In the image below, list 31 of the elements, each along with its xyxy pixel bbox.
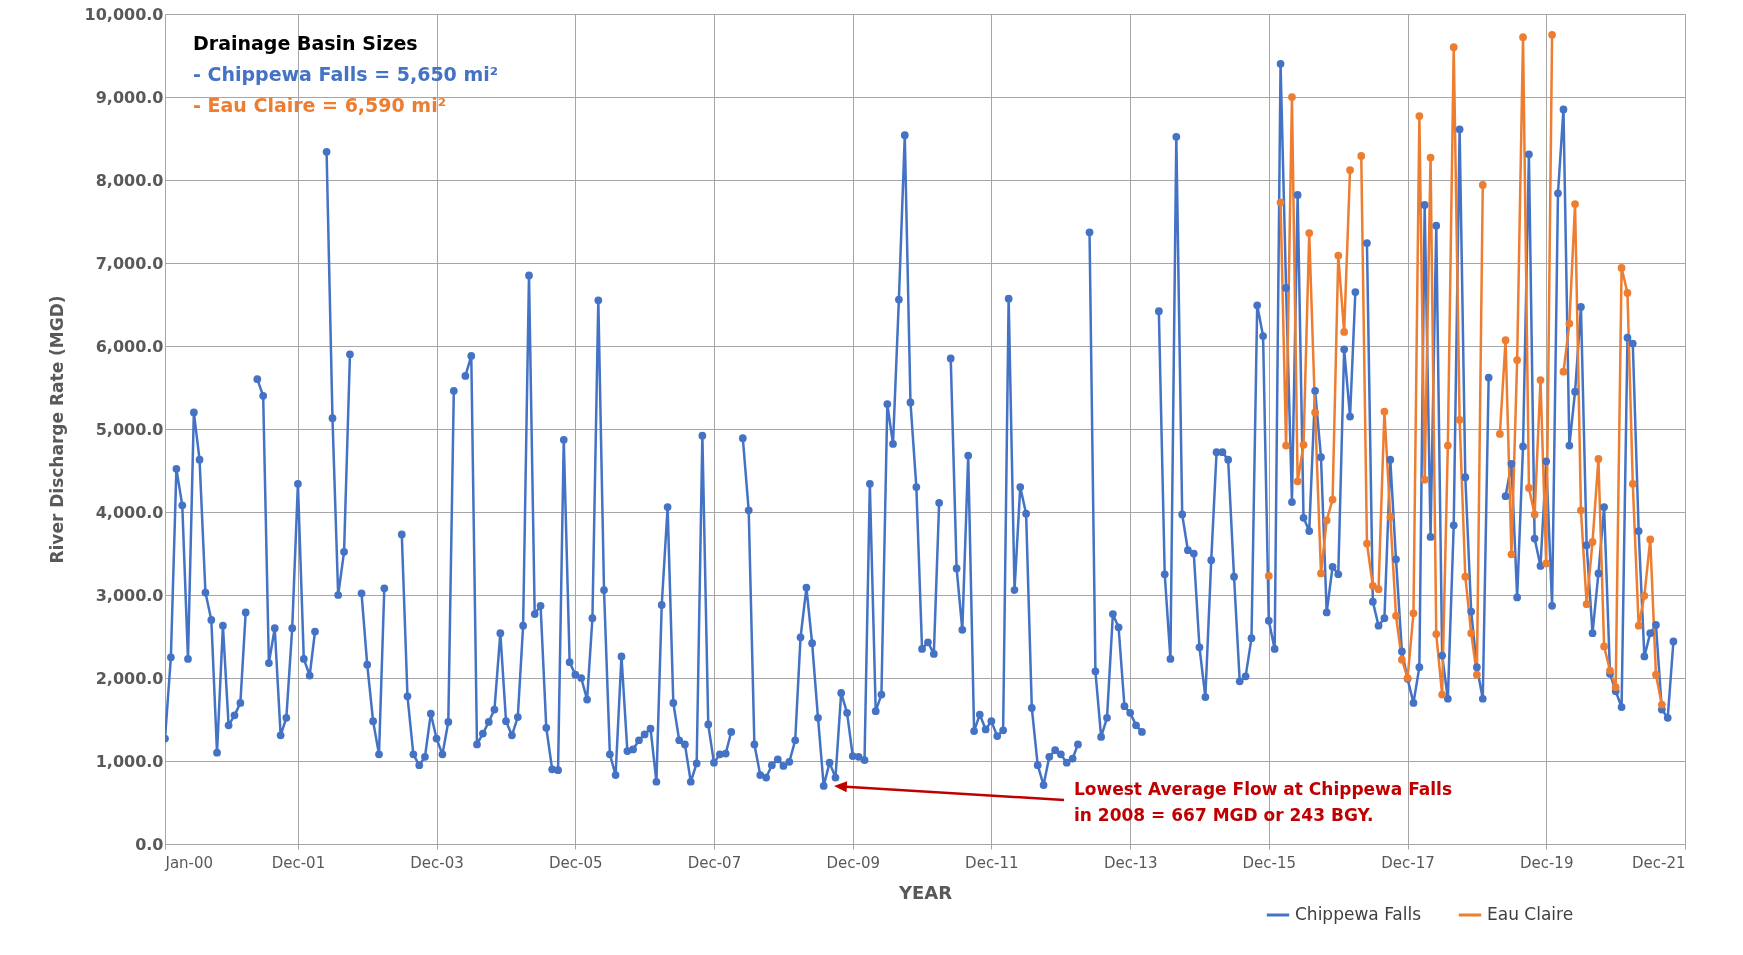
y-tick-label: 6,000.0 bbox=[95, 336, 164, 356]
x-tick-label: Jan-00 bbox=[164, 853, 214, 872]
y-tick-label: 2,000.0 bbox=[95, 668, 164, 688]
y-tick-label: 9,000.0 bbox=[95, 87, 164, 107]
y-tick-label: 0.0 bbox=[135, 834, 164, 854]
x-tick-label: Dec-13 bbox=[1103, 853, 1158, 872]
legend-label: Eau Claire bbox=[1487, 904, 1574, 924]
x-tick-label: Dec-03 bbox=[410, 853, 464, 872]
annotation: - Chippewa Falls = 5,650 mi² bbox=[193, 63, 499, 85]
y-tick-label: 3,000.0 bbox=[95, 585, 164, 605]
y-tick-label: 10,000.0 bbox=[84, 4, 164, 24]
x-tick-label: Dec-11 bbox=[965, 853, 1019, 872]
y-tick-label: 4,000.0 bbox=[95, 502, 164, 522]
annotation: - Eau Claire = 6,590 mi² bbox=[193, 94, 446, 116]
legend-label: Chippewa Falls bbox=[1295, 904, 1422, 924]
y-axis-title: River Discharge Rate (MGD) bbox=[46, 295, 67, 564]
x-axis-title: YEAR bbox=[897, 881, 953, 903]
y-tick-label: 5,000.0 bbox=[95, 419, 164, 439]
x-tick-label: Dec-01 bbox=[271, 853, 326, 872]
x-tick-label: Dec-21 bbox=[1631, 853, 1686, 872]
x-tick-label: Dec-07 bbox=[687, 853, 742, 872]
x-tick-label: Dec-05 bbox=[549, 853, 603, 872]
y-tick-label: 1,000.0 bbox=[95, 751, 164, 771]
annotation: Drainage Basin Sizes bbox=[193, 32, 418, 54]
y-tick-label: 8,000.0 bbox=[95, 170, 164, 190]
x-tick-label: Dec-09 bbox=[826, 853, 881, 872]
y-tick-label: 7,000.0 bbox=[95, 253, 164, 273]
x-tick-label: Dec-17 bbox=[1381, 853, 1435, 872]
x-tick-label: Dec-19 bbox=[1519, 853, 1574, 872]
x-tick-label: Dec-15 bbox=[1242, 853, 1297, 872]
annotation: Lowest Average Flow at Chippewa Falls in 2008 = 667 MGD or 243 BGY. bbox=[1074, 779, 1453, 825]
